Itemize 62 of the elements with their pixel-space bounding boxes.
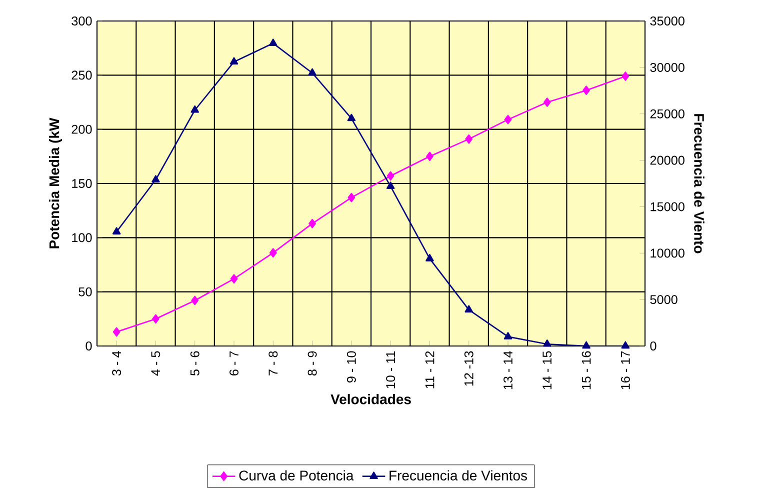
point	[426, 254, 434, 262]
point	[152, 314, 160, 324]
y-tick-label: 0	[86, 342, 92, 350]
point	[348, 192, 356, 202]
point	[465, 134, 473, 144]
point	[230, 274, 238, 284]
point	[308, 68, 316, 76]
point	[622, 72, 630, 81]
legend-label: Frecuencia de Vientos	[390, 470, 528, 481]
x-axis-title: Velocidades	[330, 394, 411, 404]
x-tick-label: 6 - 7	[230, 351, 238, 376]
y2-tick-label: 10000	[650, 248, 684, 258]
x-tick-label: 10 - 11	[386, 351, 396, 388]
x-tick-label: 3 - 4	[112, 351, 122, 376]
point	[582, 86, 590, 95]
point	[347, 114, 356, 122]
y-tick-label: 300	[72, 16, 92, 26]
x-tick-label: 8 - 9	[308, 351, 317, 376]
point	[464, 305, 473, 312]
y-tick-label: 50	[78, 287, 92, 296]
point	[308, 218, 316, 228]
point	[269, 38, 278, 46]
x-tick-label: 12 -13	[464, 351, 474, 386]
x-tick-label: 7 - 8	[268, 351, 278, 376]
x-tick-label: 9 - 10	[346, 351, 356, 383]
point	[543, 98, 551, 107]
point	[230, 57, 238, 65]
y2-tick-label: 15000	[650, 202, 684, 212]
y-tick-label: 100	[72, 233, 92, 242]
point	[621, 341, 630, 349]
point	[582, 341, 590, 349]
y-axis-title: Potencia Media (kW	[48, 118, 62, 248]
x-tick-label: 5 - 6	[190, 351, 200, 376]
y-tick-label: 150	[72, 179, 92, 188]
point	[269, 248, 277, 258]
point	[504, 332, 512, 340]
point	[152, 175, 160, 182]
x-tick-label: 4 - 5	[151, 351, 160, 376]
point	[190, 105, 199, 113]
x-tick-label: 13 - 14	[504, 351, 512, 390]
point	[426, 152, 434, 162]
point	[112, 327, 120, 337]
y2-tick-label: 25000	[650, 109, 684, 118]
point	[386, 171, 394, 181]
x-tick-label: 11 - 12	[425, 351, 434, 388]
legend-label: Curva de Potencia	[239, 470, 354, 481]
y2-tick-label: 35000	[650, 16, 684, 26]
point	[112, 227, 121, 234]
x-tick-label: 15 - 16	[582, 351, 591, 390]
x-tick-label: 14 - 15	[542, 351, 552, 390]
y2-axis-title: Frecuencia de Viento	[694, 114, 704, 254]
y2-tick-label: 20000	[650, 156, 684, 165]
y2-tick-label: 30000	[650, 62, 684, 72]
point	[543, 339, 552, 347]
y2-tick-label: 0	[650, 342, 656, 350]
x-tick-label: 16 - 17	[620, 351, 630, 390]
point	[386, 182, 395, 189]
y-tick-label: 200	[72, 124, 92, 134]
y2-tick-label: 5000	[650, 295, 678, 304]
y-tick-label: 250	[72, 70, 92, 80]
point	[191, 296, 199, 306]
point	[504, 114, 512, 124]
